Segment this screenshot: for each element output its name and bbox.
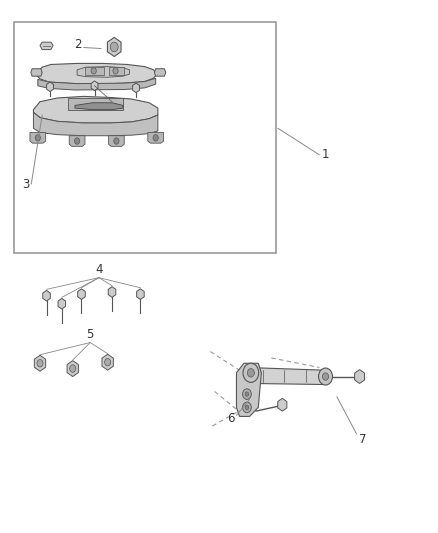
Circle shape [114, 138, 119, 144]
Circle shape [35, 135, 40, 141]
Polygon shape [137, 289, 144, 300]
Circle shape [245, 392, 249, 396]
Bar [109, 67, 124, 75]
Bar [68, 98, 123, 110]
Bar [14, 22, 276, 253]
Bar [85, 67, 104, 75]
Circle shape [247, 368, 254, 377]
Polygon shape [237, 364, 261, 416]
Circle shape [91, 68, 96, 74]
Text: 1: 1 [321, 148, 329, 161]
Polygon shape [355, 369, 364, 383]
Circle shape [70, 365, 76, 372]
Polygon shape [108, 287, 116, 297]
Polygon shape [30, 133, 46, 143]
Circle shape [318, 368, 332, 385]
Polygon shape [69, 136, 85, 147]
Text: 3: 3 [22, 177, 29, 191]
Circle shape [245, 405, 249, 409]
Polygon shape [43, 290, 50, 301]
Polygon shape [33, 96, 158, 123]
Polygon shape [38, 78, 155, 90]
Circle shape [110, 42, 118, 52]
Circle shape [37, 360, 43, 367]
Text: 2: 2 [74, 38, 81, 51]
Polygon shape [58, 298, 66, 309]
Polygon shape [33, 112, 158, 136]
Polygon shape [46, 82, 53, 92]
Text: 7: 7 [359, 433, 366, 446]
Polygon shape [75, 103, 123, 110]
Text: 4: 4 [95, 263, 102, 276]
Circle shape [113, 68, 118, 74]
Text: 6: 6 [227, 411, 234, 424]
Polygon shape [133, 83, 139, 93]
Circle shape [243, 389, 251, 399]
Polygon shape [31, 69, 42, 76]
Circle shape [105, 359, 111, 366]
Polygon shape [78, 289, 85, 300]
Circle shape [243, 364, 259, 382]
Polygon shape [107, 37, 121, 56]
Polygon shape [34, 356, 46, 371]
Polygon shape [278, 398, 287, 411]
Circle shape [243, 402, 251, 413]
Circle shape [74, 138, 80, 144]
Polygon shape [102, 354, 113, 370]
Polygon shape [247, 368, 327, 384]
Polygon shape [77, 67, 130, 77]
Polygon shape [148, 133, 163, 143]
Circle shape [153, 135, 158, 141]
Circle shape [322, 373, 328, 380]
Polygon shape [154, 69, 166, 76]
Text: 5: 5 [87, 328, 94, 341]
Polygon shape [109, 136, 124, 147]
Polygon shape [67, 361, 78, 376]
Polygon shape [36, 63, 157, 84]
Polygon shape [40, 42, 53, 50]
Polygon shape [91, 81, 98, 91]
